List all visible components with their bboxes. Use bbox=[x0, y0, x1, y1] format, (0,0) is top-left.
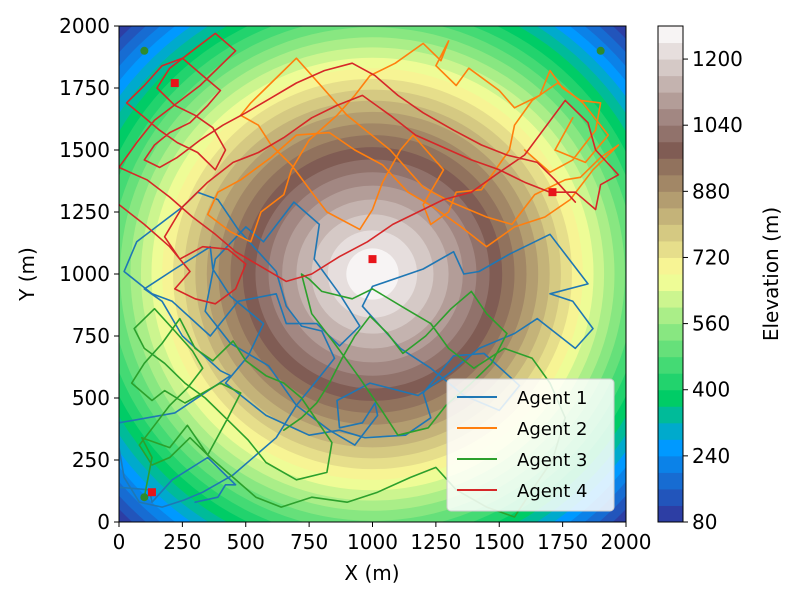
x-axis-title: X (m) bbox=[344, 561, 399, 585]
colorbar-band bbox=[658, 472, 683, 490]
colorbar-band bbox=[658, 26, 683, 44]
colorbar-bands bbox=[658, 26, 683, 523]
colorbar-band bbox=[658, 207, 683, 225]
colorbar-band bbox=[658, 224, 683, 242]
y-tick-label: 0 bbox=[97, 510, 110, 534]
colorbar-band bbox=[658, 307, 683, 325]
colorbar-band bbox=[658, 323, 683, 341]
colorbar-band bbox=[658, 422, 683, 440]
colorbar-band bbox=[658, 59, 683, 77]
y-tick-label: 750 bbox=[72, 324, 110, 348]
legend-label-agent-4: Agent 4 bbox=[517, 481, 587, 502]
target-marker bbox=[548, 188, 557, 197]
colorbar-band bbox=[658, 125, 683, 143]
y-tick-label: 1750 bbox=[59, 76, 110, 100]
x-tick-label: 0 bbox=[113, 530, 126, 554]
legend-label-agent-3: Agent 3 bbox=[517, 450, 587, 471]
colorbar-band bbox=[658, 141, 683, 159]
y-tick-label: 500 bbox=[72, 386, 110, 410]
y-axis-title: Y (m) bbox=[15, 247, 39, 302]
start-marker bbox=[140, 46, 149, 55]
colorbar-tick-label: 880 bbox=[692, 179, 730, 203]
agent-trajectories bbox=[119, 32, 620, 518]
colorbar-band bbox=[658, 240, 683, 258]
target-marker bbox=[170, 79, 179, 88]
colorbar-band bbox=[658, 439, 683, 457]
y-tick-label: 1500 bbox=[59, 138, 110, 162]
colorbar-band bbox=[658, 158, 683, 176]
colorbar-band bbox=[658, 108, 683, 126]
colorbar-band bbox=[658, 274, 683, 292]
start-marker bbox=[596, 46, 605, 55]
y-axis: 0 250 500 750 1000 1250 1500 1750 2000 bbox=[59, 14, 119, 534]
y-tick-label: 1250 bbox=[59, 200, 110, 224]
trajectory-agent-1 bbox=[119, 191, 594, 508]
y-tick-label: 1000 bbox=[59, 262, 110, 286]
colorbar-band bbox=[658, 505, 683, 523]
colorbar-tick-label: 400 bbox=[692, 378, 730, 402]
colorbar-band bbox=[658, 257, 683, 275]
x-tick-label: 1750 bbox=[537, 530, 588, 554]
legend: Agent 1 Agent 2 Agent 3 Agent 4 bbox=[446, 378, 615, 512]
trajectory-agent-2 bbox=[206, 40, 620, 248]
y-tick-label: 250 bbox=[72, 448, 110, 472]
colorbar-band bbox=[658, 488, 683, 506]
trajectory-agent-4 bbox=[119, 32, 620, 305]
colorbar-band bbox=[658, 290, 683, 308]
y-tick-label: 2000 bbox=[59, 14, 110, 38]
legend-box bbox=[446, 378, 615, 512]
elevation-contours bbox=[119, 26, 626, 522]
target-marker bbox=[147, 488, 156, 497]
x-axis: 0 250 500 750 1000 1250 1500 1750 2000 bbox=[113, 522, 652, 554]
colorbar-tick-label: 1200 bbox=[692, 47, 743, 71]
waypoint-markers bbox=[140, 46, 605, 502]
colorbar-band bbox=[658, 389, 683, 407]
x-tick-label: 1250 bbox=[410, 530, 461, 554]
x-tick-label: 1500 bbox=[474, 530, 525, 554]
colorbar-band bbox=[658, 406, 683, 424]
colorbar-tick-label: 720 bbox=[692, 245, 730, 269]
legend-label-agent-1: Agent 1 bbox=[517, 388, 587, 409]
colorbar-tick-label: 80 bbox=[692, 510, 717, 534]
contour-band bbox=[346, 248, 399, 300]
target-marker bbox=[368, 255, 377, 264]
colorbar-band bbox=[658, 191, 683, 209]
colorbar-band bbox=[658, 356, 683, 374]
colorbar-band bbox=[658, 75, 683, 93]
legend-label-agent-2: Agent 2 bbox=[517, 419, 587, 440]
colorbar-frame bbox=[657, 25, 684, 523]
x-tick-label: 500 bbox=[227, 530, 265, 554]
colorbar-band bbox=[658, 373, 683, 391]
colorbar-tick-label: 560 bbox=[692, 312, 730, 336]
x-tick-label: 250 bbox=[163, 530, 201, 554]
colorbar-band bbox=[658, 174, 683, 192]
colorbar-band bbox=[658, 42, 683, 60]
x-tick-label: 750 bbox=[290, 530, 328, 554]
colorbar-ticks: 80 240 400 560 720 880 1040 1200 bbox=[683, 47, 743, 534]
colorbar-band bbox=[658, 455, 683, 473]
start-marker bbox=[140, 493, 149, 502]
colorbar: 80 240 400 560 720 880 1040 1200 Elevation (m) bbox=[657, 25, 783, 534]
colorbar-band bbox=[658, 92, 683, 110]
colorbar-tick-label: 240 bbox=[692, 444, 730, 468]
x-tick-label: 1000 bbox=[347, 530, 398, 554]
colorbar-tick-label: 1040 bbox=[692, 113, 743, 137]
x-tick-label: 2000 bbox=[601, 530, 652, 554]
colorbar-title: Elevation (m) bbox=[759, 207, 783, 341]
colorbar-band bbox=[658, 340, 683, 358]
